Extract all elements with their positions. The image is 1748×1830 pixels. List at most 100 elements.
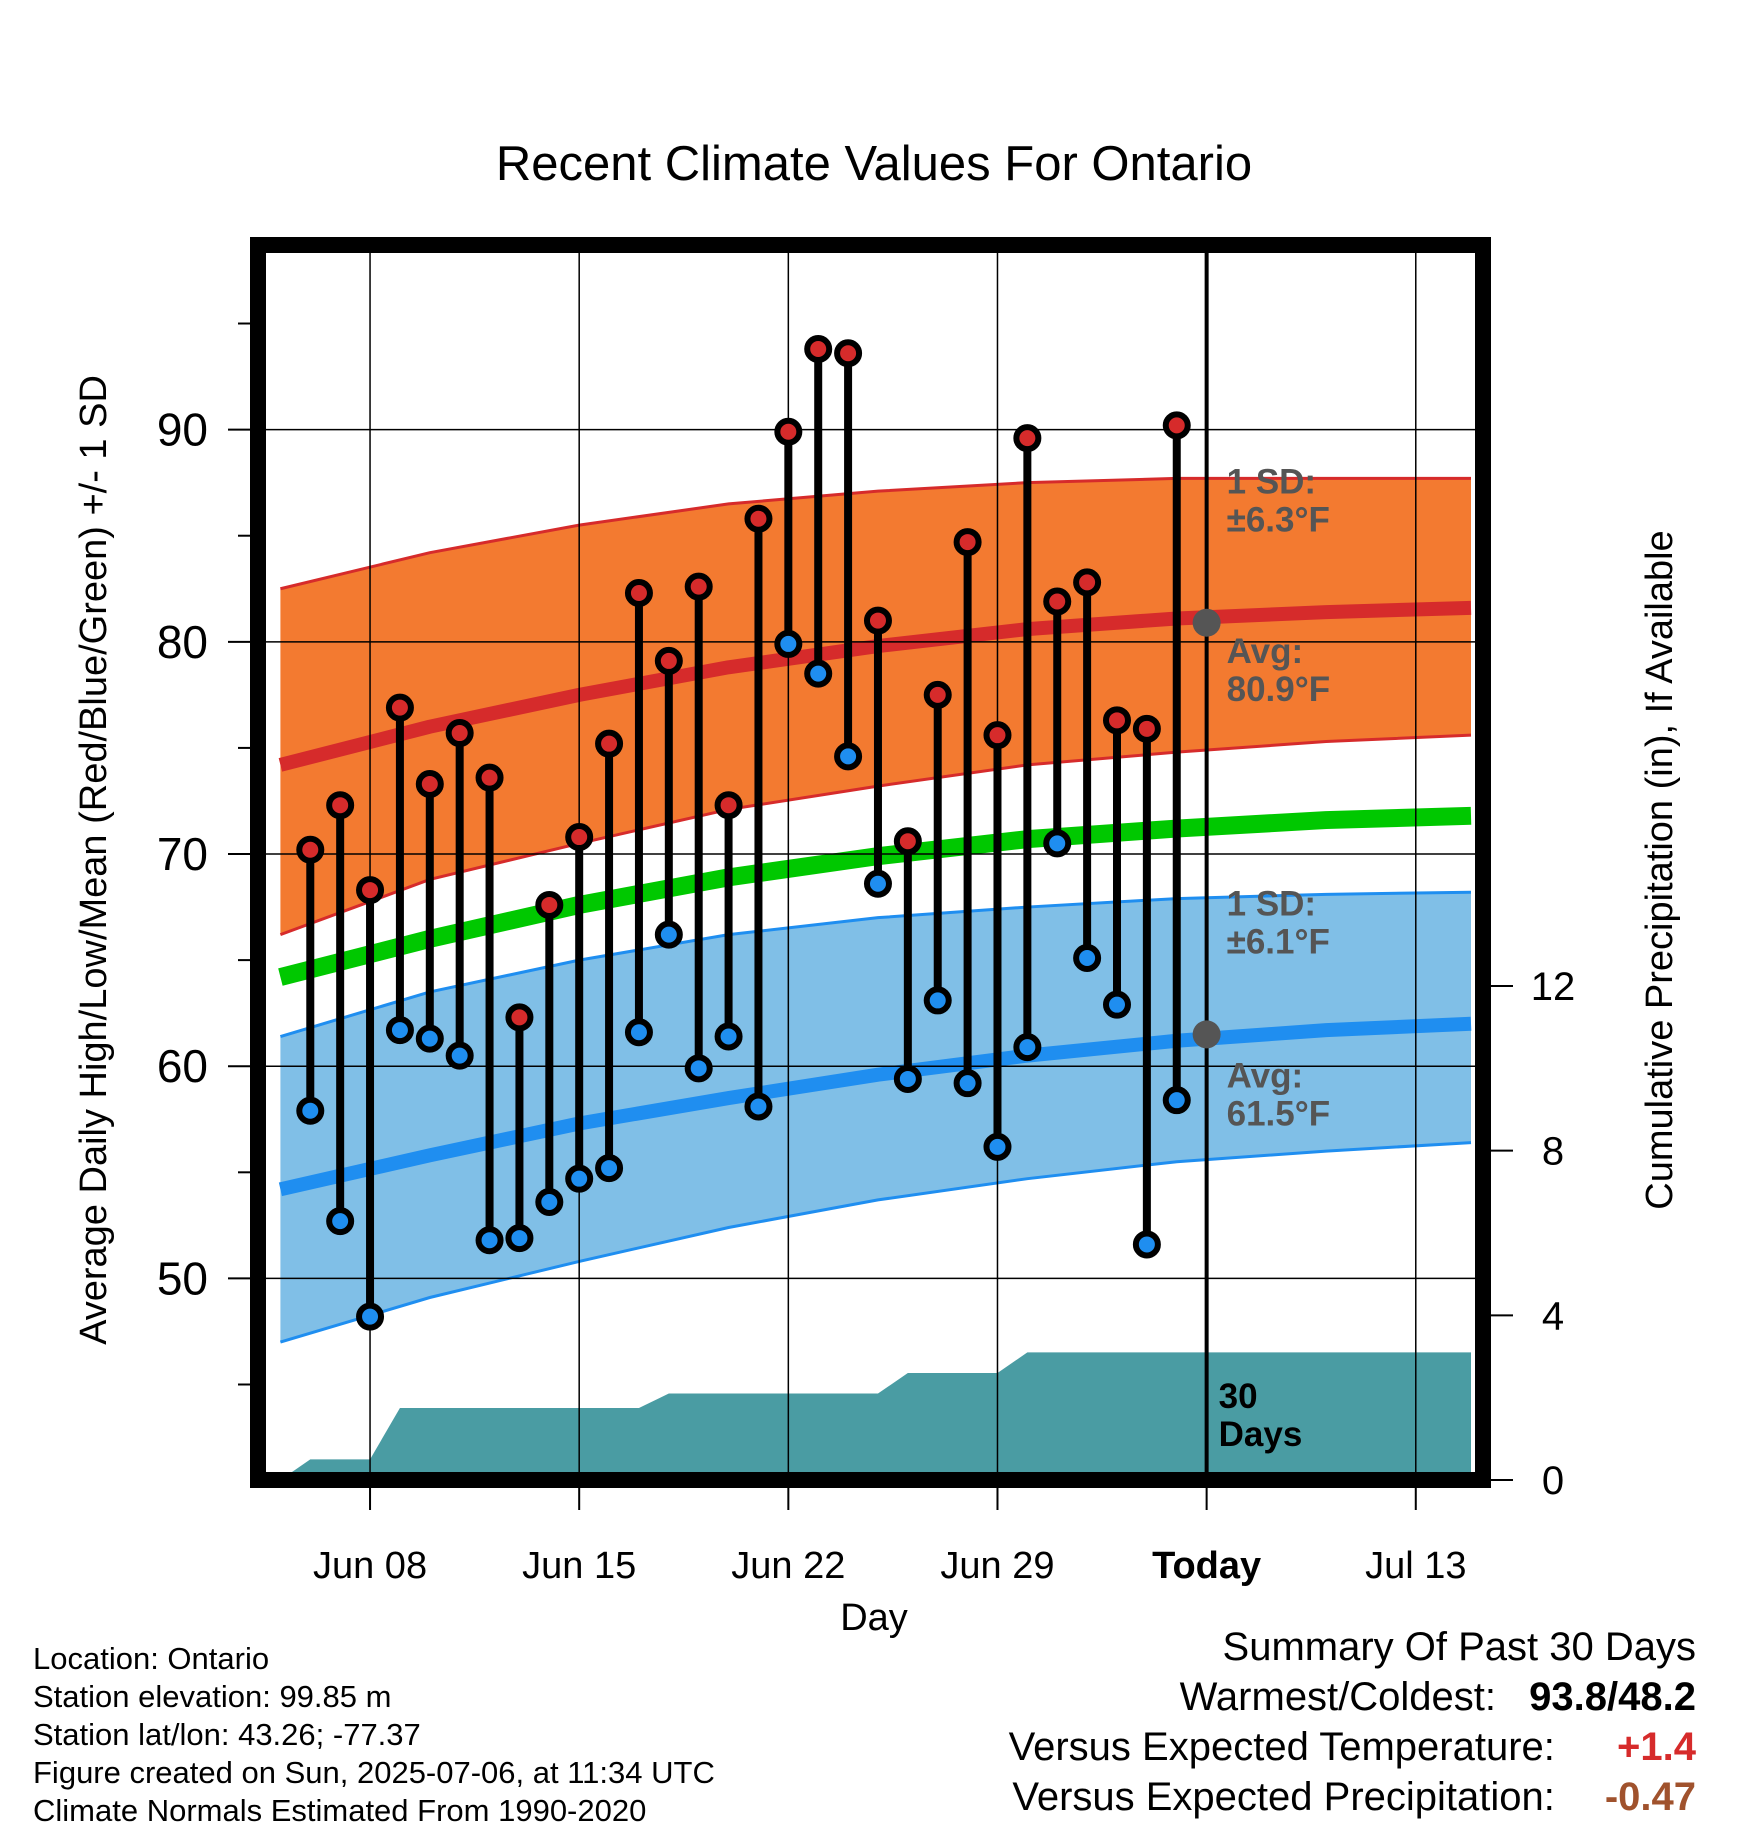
x-tick-label: Jun 15	[522, 1545, 636, 1587]
high-avg-annotation: Avg: 80.9°F	[1227, 632, 1331, 709]
observed-high-point	[1162, 411, 1191, 440]
observed-high-point	[505, 1003, 534, 1032]
precip-label: Versus Expected Precipitation:	[1012, 1775, 1555, 1819]
summary-title: Summary Of Past 30 Days	[1222, 1625, 1696, 1669]
location-text: Location: Ontario	[33, 1641, 270, 1676]
observed-high-point	[595, 729, 624, 758]
y2-tick-label: 8	[1542, 1130, 1564, 1174]
observed-high-point	[923, 680, 952, 709]
precip-row: Versus Expected Precipitation: -0.47	[1009, 1772, 1696, 1822]
y-tick-label: 60	[157, 1040, 208, 1092]
observed-high-point	[475, 763, 504, 792]
observed-low-point	[475, 1226, 504, 1255]
y-tick-label: 50	[157, 1252, 208, 1304]
warm-cold-label: Warmest/Coldest:	[1179, 1675, 1497, 1719]
y-tick-label: 70	[157, 828, 208, 880]
observed-low-point	[654, 920, 683, 949]
coldest-value: 48.2	[1618, 1675, 1696, 1719]
observed-high-point	[1132, 714, 1161, 743]
observed-high-point	[415, 769, 444, 798]
observed-low-point	[1013, 1033, 1042, 1062]
precipitation-area	[270, 1352, 1471, 1480]
observed-high-point	[744, 504, 773, 533]
observed-high-point	[326, 791, 355, 820]
observed-high-point	[535, 890, 564, 919]
x-tick-label: Jun 22	[731, 1545, 845, 1587]
observed-high-point	[624, 579, 653, 608]
summary-panel: Summary Of Past 30 Days Warmest/Coldest:…	[1009, 1622, 1696, 1822]
low-sd-band-upper-edge	[279, 890, 1472, 1038]
y2-tick-label: 0	[1542, 1459, 1564, 1503]
observed-low-point	[1162, 1086, 1191, 1115]
plot-area: 1 SD: ±6.3°F Avg: 80.9°F 1 SD: ±6.1°F Avg: 61.5…	[157, 237, 1576, 1587]
observed-high-point	[445, 719, 474, 748]
warm-cold-row: Warmest/Coldest: 93.8/48.2	[1179, 1675, 1696, 1719]
warmest-value: 93.8	[1529, 1675, 1608, 1719]
y2-axis-label: Cumulative Precipitation (in), If Availa…	[1639, 530, 1681, 1209]
observed-low-point	[296, 1096, 325, 1125]
observed-low-point	[714, 1022, 743, 1051]
low-sd-band-lower-edge	[279, 1141, 1472, 1344]
observed-low-point	[983, 1132, 1012, 1161]
x-tick-label: Jun 29	[940, 1545, 1054, 1587]
observed-low-point	[684, 1054, 713, 1083]
observed-high-point	[863, 606, 892, 635]
x-tick-label: Jul 13	[1365, 1545, 1466, 1587]
y-axis-label: Average Daily High/Low/Mean (Red/Blue/Gr…	[73, 375, 115, 1345]
today-high-avg-marker	[1192, 608, 1221, 637]
observed-low-point	[893, 1064, 922, 1093]
temp-value: +1.4	[1617, 1725, 1696, 1769]
plot-frame	[250, 237, 1491, 1488]
observed-high-point	[356, 876, 385, 905]
observed-high-point	[714, 791, 743, 820]
days-annotation: 30 Days	[1219, 1377, 1303, 1454]
observed-low-point	[565, 1164, 594, 1193]
low-avg-annotation: Avg: 61.5°F	[1227, 1056, 1331, 1133]
x-axis-label: Day	[840, 1597, 908, 1639]
latlon-text: Station lat/lon: 43.26; -77.37	[33, 1717, 421, 1752]
y-tick-label: 90	[157, 404, 208, 456]
observed-high-point	[296, 835, 325, 864]
observed-high-point	[893, 827, 922, 856]
created-text: Figure created on Sun, 2025-07-06, at 11…	[33, 1755, 715, 1790]
observed-low-point	[505, 1224, 534, 1253]
avg-low-line	[278, 1016, 1472, 1197]
observed-high-point	[834, 339, 863, 368]
observed-low-point	[326, 1207, 355, 1236]
x-tick-label: Jun 08	[313, 1545, 427, 1587]
observed-high-point	[385, 693, 414, 722]
y-tick-label: 80	[157, 616, 208, 668]
observed-low-point	[595, 1154, 624, 1183]
observed-high-point	[1013, 424, 1042, 453]
observed-low-point	[356, 1302, 385, 1331]
observed-high-point	[774, 417, 803, 446]
high-sd-annotation: 1 SD: ±6.3°F	[1227, 462, 1330, 539]
temp-row: Versus Expected Temperature: +1.4	[1009, 1722, 1696, 1772]
normals-text: Climate Normals Estimated From 1990-2020	[33, 1793, 647, 1828]
observed-low-point	[1102, 990, 1131, 1019]
station-info: Location: Ontario Station elevation: 99.…	[33, 1640, 715, 1830]
observed-low-point	[744, 1092, 773, 1121]
observed-low-point	[1132, 1230, 1161, 1259]
x-tick-label: Today	[1152, 1545, 1261, 1587]
observed-low-point	[445, 1041, 474, 1070]
observed-high-point	[804, 334, 833, 363]
observed-low-point	[953, 1069, 982, 1098]
observed-low-point	[624, 1018, 653, 1047]
observed-high-point	[565, 823, 594, 852]
observed-low-point	[385, 1016, 414, 1045]
observed-low-point	[535, 1188, 564, 1217]
observed-high-point	[983, 721, 1012, 750]
observed-high-point	[684, 572, 713, 601]
temp-label: Versus Expected Temperature:	[1008, 1725, 1555, 1769]
low-sd-annotation: 1 SD: ±6.1°F	[1227, 885, 1330, 962]
observed-low-point	[863, 869, 892, 898]
y2-tick-label: 12	[1531, 965, 1576, 1009]
observed-low-point	[774, 629, 803, 658]
observed-low-point	[804, 659, 833, 688]
observed-low-point	[415, 1024, 444, 1053]
observed-low-point	[1043, 829, 1072, 858]
observed-high-point	[953, 528, 982, 557]
observed-high-point	[654, 646, 683, 675]
